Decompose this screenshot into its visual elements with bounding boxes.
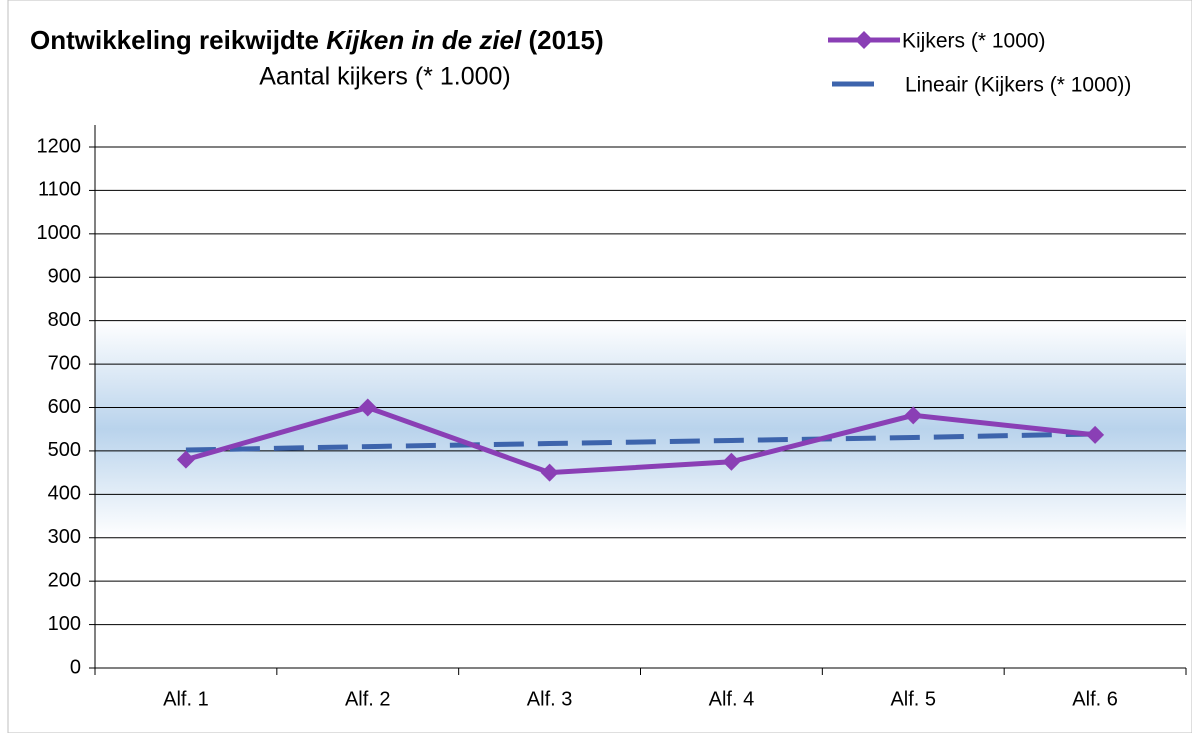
y-tick-label: 1200 <box>37 135 82 157</box>
y-tick-label: 100 <box>48 613 81 635</box>
data-marker <box>540 463 559 482</box>
legend-label: Kijkers (* 1000) <box>902 30 1046 53</box>
y-tick-label: 400 <box>48 483 81 505</box>
chart-title: Ontwikkeling reikwijdte Kijken in de zie… <box>30 25 604 55</box>
legend-marker <box>855 31 873 49</box>
legend-label: Lineair (Kijkers (* 1000)) <box>905 74 1131 97</box>
data-marker <box>904 406 923 425</box>
y-tick-label: 700 <box>48 352 81 374</box>
y-tick-label: 200 <box>48 569 81 591</box>
trend-line <box>185 431 1096 453</box>
y-tick-label: 500 <box>48 439 81 461</box>
y-tick-label: 1100 <box>38 179 81 201</box>
y-tick-label: 1000 <box>37 222 82 244</box>
series-line <box>185 404 1096 476</box>
data-marker <box>358 398 377 417</box>
y-tick-label: 900 <box>48 266 81 288</box>
data-marker <box>722 452 741 471</box>
chart-subtitle: Aantal kijkers (* 1.000) <box>259 63 511 91</box>
y-tick-label: 800 <box>48 309 81 331</box>
y-tick-label: 0 <box>70 656 81 678</box>
data-marker <box>1086 425 1105 444</box>
x-tick-label: Alf. 3 <box>527 688 573 710</box>
y-tick-label: 600 <box>48 396 81 418</box>
x-tick-label: Alf. 2 <box>345 688 391 710</box>
x-tick-label: Alf. 6 <box>1072 688 1118 710</box>
data-marker <box>176 450 195 469</box>
title-part: Kijken in de ziel <box>326 25 522 55</box>
background-band <box>95 320 1186 538</box>
x-tick-label: Alf. 4 <box>709 688 755 710</box>
x-tick-label: Alf. 5 <box>890 688 936 710</box>
x-tick-label: Alf. 1 <box>163 688 209 710</box>
y-tick-label: 300 <box>48 526 81 548</box>
title-part: (2015) <box>521 25 603 55</box>
title-part: Ontwikkeling reikwijdte <box>30 25 326 55</box>
